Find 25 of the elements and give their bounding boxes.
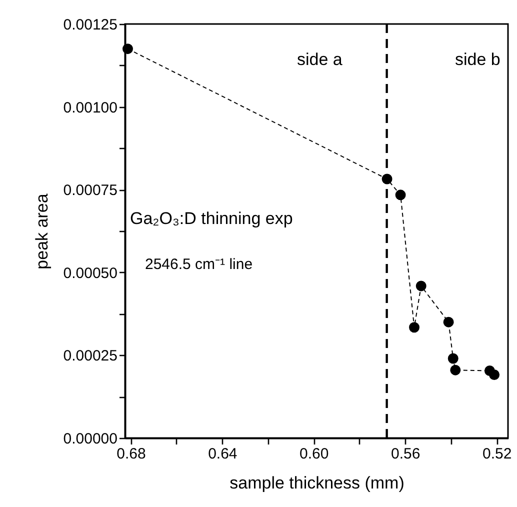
x-tick-label: 0.52 — [482, 446, 512, 462]
y-tick-label: 0.00025 — [63, 348, 118, 365]
annotation: Ga₂O₃:D thinning exp — [130, 209, 293, 228]
point — [416, 280, 426, 292]
y-tick-label: 0.00100 — [63, 99, 118, 116]
point — [409, 322, 420, 333]
x-tick-label: 0.64 — [208, 446, 238, 462]
y-axis-title: peak area — [32, 193, 52, 270]
x-axis-title: sample thickness (mm) — [230, 474, 404, 492]
x-tick-label: 0.68 — [116, 446, 146, 462]
annotation: side a — [297, 50, 343, 69]
y-tick-label: 0.00075 — [63, 182, 118, 200]
x-tick-label: 0.56 — [391, 446, 420, 462]
point — [395, 190, 406, 200]
annotation: side b — [455, 50, 500, 69]
annotation: 2546.5 cm⁻¹ line — [145, 256, 253, 273]
y-tick-label: 0.00125 — [63, 16, 118, 34]
x-tick-label: 0.60 — [300, 446, 329, 462]
y-tick-label: 0.00050 — [63, 264, 118, 282]
y-tick-label: 0.00000 — [63, 430, 118, 448]
point — [450, 364, 461, 376]
point — [489, 370, 500, 380]
point — [448, 353, 458, 364]
point — [122, 44, 133, 54]
point — [443, 316, 454, 328]
